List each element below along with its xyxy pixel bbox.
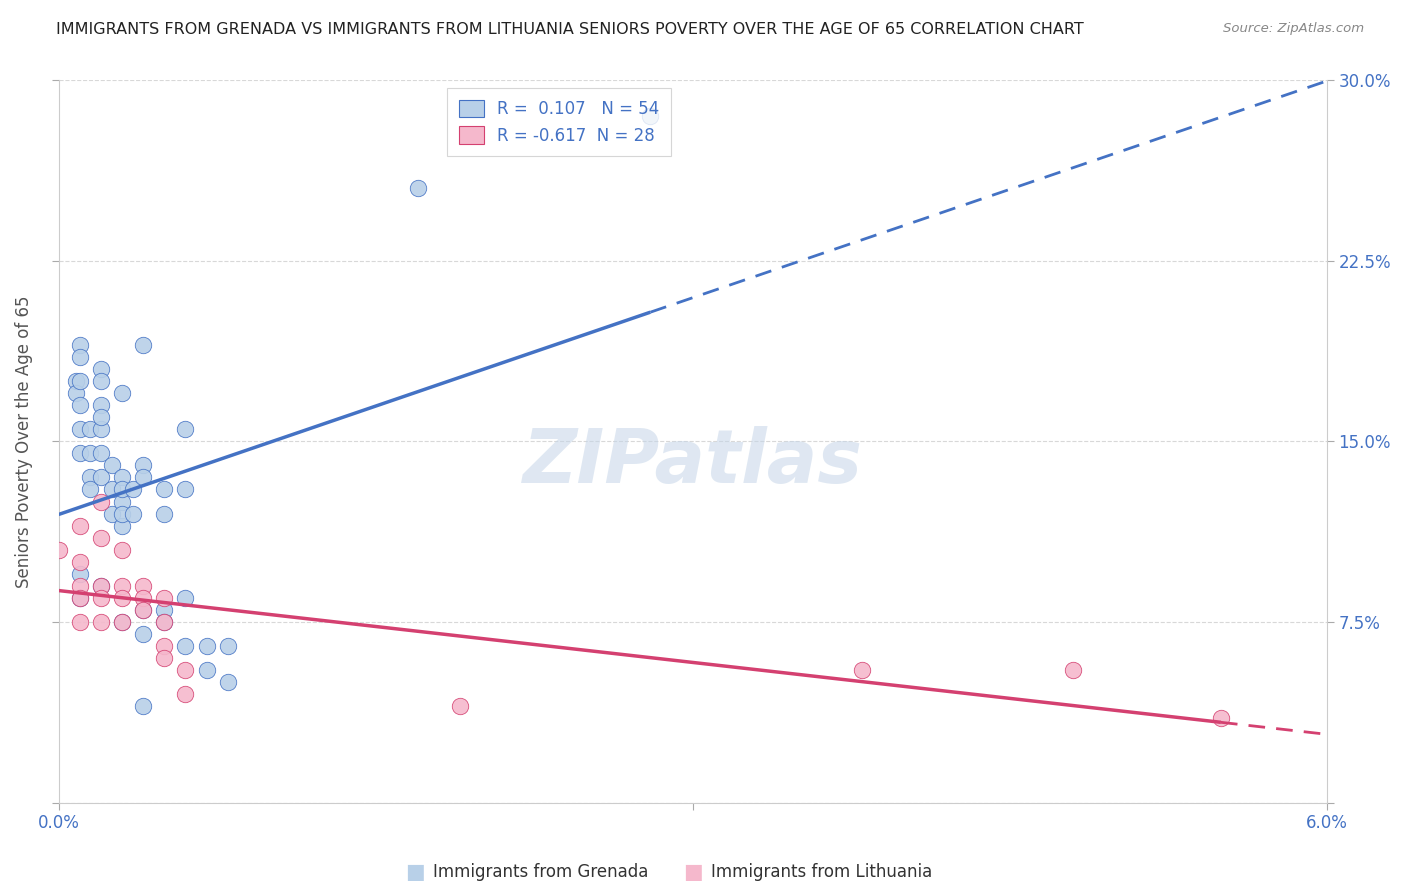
- Point: [90, 398, 112, 412]
- Y-axis label: Seniors Poverty Over the Age of 65: Seniors Poverty Over the Age of 65: [15, 295, 32, 588]
- Point: [174, 591, 197, 605]
- Point: [100, 507, 122, 521]
- Point: [69, 518, 91, 533]
- Point: [90, 470, 112, 484]
- Point: [174, 422, 197, 436]
- Legend: R =  0.107   N = 54, R = -0.617  N = 28: R = 0.107 N = 54, R = -0.617 N = 28: [447, 88, 671, 156]
- Point: [121, 483, 143, 497]
- Point: [69, 591, 91, 605]
- Point: [111, 470, 134, 484]
- Point: [90, 615, 112, 629]
- Point: [195, 639, 218, 653]
- Point: [69, 591, 91, 605]
- Point: [111, 591, 134, 605]
- Point: [69, 615, 91, 629]
- Text: ■: ■: [683, 863, 703, 882]
- Point: [174, 639, 197, 653]
- Point: [100, 458, 122, 473]
- Point: [90, 410, 112, 425]
- Point: [69, 579, 91, 593]
- Text: ■: ■: [405, 863, 425, 882]
- Point: [217, 639, 239, 653]
- Text: IMMIGRANTS FROM GRENADA VS IMMIGRANTS FROM LITHUANIA SENIORS POVERTY OVER THE AG: IMMIGRANTS FROM GRENADA VS IMMIGRANTS FR…: [56, 22, 1084, 37]
- Point: [90, 591, 112, 605]
- Point: [153, 651, 176, 665]
- Point: [111, 494, 134, 508]
- Point: [174, 687, 197, 701]
- Point: [90, 446, 112, 460]
- Point: [48, 542, 70, 557]
- Point: [79, 446, 101, 460]
- Point: [69, 555, 91, 569]
- Point: [69, 566, 91, 581]
- Point: [111, 386, 134, 401]
- Point: [90, 422, 112, 436]
- Point: [153, 483, 176, 497]
- Point: [65, 386, 87, 401]
- Point: [406, 181, 429, 195]
- Point: [111, 579, 134, 593]
- Point: [90, 531, 112, 545]
- Point: [90, 494, 112, 508]
- Point: [79, 422, 101, 436]
- Point: [111, 542, 134, 557]
- Point: [132, 603, 155, 617]
- Point: [195, 663, 218, 677]
- Point: [79, 483, 101, 497]
- Point: [153, 507, 176, 521]
- Point: [111, 615, 134, 629]
- Point: [111, 483, 134, 497]
- Point: [111, 518, 134, 533]
- Point: [174, 663, 197, 677]
- Point: [111, 615, 134, 629]
- Point: [640, 109, 662, 123]
- Point: [1209, 711, 1232, 725]
- Point: [153, 639, 176, 653]
- Point: [69, 398, 91, 412]
- Text: Source: ZipAtlas.com: Source: ZipAtlas.com: [1223, 22, 1364, 36]
- Point: [132, 470, 155, 484]
- Point: [851, 663, 873, 677]
- Point: [79, 470, 101, 484]
- Point: [69, 374, 91, 388]
- Point: [90, 374, 112, 388]
- Point: [90, 579, 112, 593]
- Point: [121, 507, 143, 521]
- Point: [100, 483, 122, 497]
- Point: [90, 579, 112, 593]
- Point: [132, 338, 155, 352]
- Point: [153, 591, 176, 605]
- Point: [132, 579, 155, 593]
- Point: [90, 362, 112, 376]
- Point: [111, 507, 134, 521]
- Point: [69, 338, 91, 352]
- Point: [65, 374, 87, 388]
- Point: [69, 350, 91, 364]
- Point: [132, 699, 155, 714]
- Text: Immigrants from Lithuania: Immigrants from Lithuania: [711, 863, 932, 881]
- Point: [1062, 663, 1084, 677]
- Point: [449, 699, 471, 714]
- Point: [132, 603, 155, 617]
- Point: [217, 675, 239, 690]
- Point: [153, 615, 176, 629]
- Point: [174, 483, 197, 497]
- Point: [132, 591, 155, 605]
- Point: [69, 422, 91, 436]
- Point: [132, 458, 155, 473]
- Point: [132, 627, 155, 641]
- Text: Immigrants from Grenada: Immigrants from Grenada: [433, 863, 648, 881]
- Point: [153, 603, 176, 617]
- Point: [153, 615, 176, 629]
- Text: ZIPatlas: ZIPatlas: [523, 426, 863, 500]
- Point: [69, 446, 91, 460]
